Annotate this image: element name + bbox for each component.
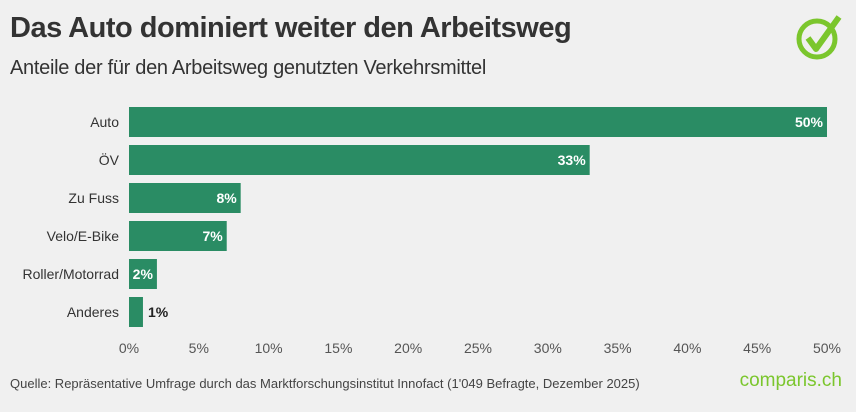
category-label: Roller/Motorrad (23, 266, 119, 282)
comparis-check-icon (796, 15, 842, 60)
data-label: 33% (558, 152, 587, 168)
bar (129, 107, 827, 137)
bar (129, 297, 143, 327)
category-label: ÖV (99, 151, 120, 168)
data-label: 8% (216, 190, 237, 206)
data-label: 50% (795, 114, 824, 130)
bar (129, 221, 227, 251)
x-tick-label: 5% (189, 340, 209, 356)
source-note: Quelle: Repräsentative Umfrage durch das… (10, 376, 640, 391)
bar (129, 259, 157, 289)
data-label: 7% (202, 228, 223, 244)
x-tick-label: 10% (255, 340, 283, 356)
x-tick-label: 45% (743, 340, 771, 356)
bar (129, 145, 590, 175)
x-tick-label: 15% (324, 340, 352, 356)
x-tick-label: 30% (534, 340, 562, 356)
x-tick-label: 50% (813, 340, 841, 356)
x-tick-label: 40% (673, 340, 701, 356)
category-label: Velo/E-Bike (47, 228, 120, 244)
category-label: Anderes (67, 304, 119, 320)
category-label: Zu Fuss (68, 190, 119, 206)
category-label: Auto (90, 114, 119, 130)
chart-title: Das Auto dominiert weiter den Arbeitsweg (10, 12, 572, 44)
bar (129, 183, 241, 213)
x-tick-label: 25% (464, 340, 492, 356)
x-tick-label: 20% (394, 340, 422, 356)
x-tick-label: 35% (604, 340, 632, 356)
data-label: 1% (148, 304, 169, 320)
data-label: 2% (133, 266, 154, 282)
chart-subtitle: Anteile der für den Arbeitsweg genutzten… (10, 57, 487, 79)
brand-logo: comparis.ch (739, 370, 842, 391)
bar-chart: Auto 50% ÖV 33% Zu Fuss 8% Velo/E-Bike 7% Roller… (23, 107, 841, 356)
x-tick-label: 0% (119, 340, 139, 356)
